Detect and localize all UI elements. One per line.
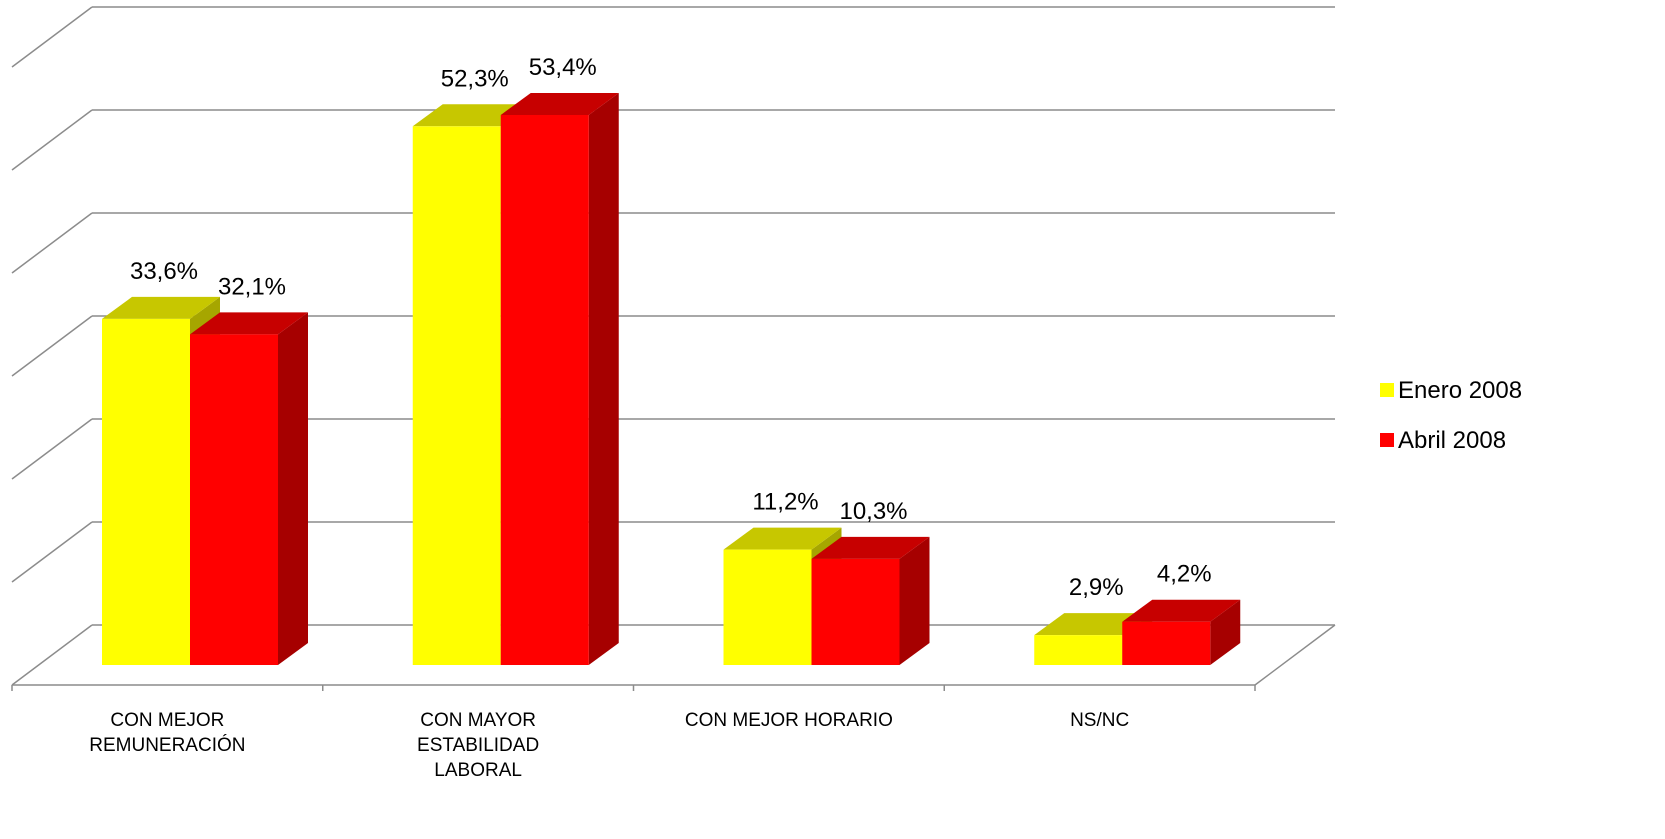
side-grid-line <box>11 624 93 686</box>
value-label: 4,2% <box>1157 561 1212 588</box>
side-grid-line <box>11 6 93 68</box>
floor-right <box>1254 624 1336 686</box>
bar-front <box>412 126 501 665</box>
x-tick-label: NS/NC <box>1070 710 1130 731</box>
bar-side <box>588 92 619 666</box>
side-grid-line <box>11 212 93 274</box>
value-label: 2,9% <box>1069 574 1124 601</box>
bar-top <box>190 312 308 335</box>
bar-top <box>811 536 930 559</box>
value-label: 11,2% <box>752 489 818 516</box>
bar-front <box>190 334 278 665</box>
bar-side <box>899 536 930 665</box>
legend-swatch <box>1380 383 1394 397</box>
bar-top <box>723 527 842 550</box>
bar-front <box>811 558 900 665</box>
bar-front <box>1034 635 1123 665</box>
value-label: 52,3% <box>441 65 509 92</box>
side-grid-line <box>11 418 93 480</box>
bar-front <box>1122 621 1211 665</box>
bar-front <box>723 549 812 665</box>
bar-side <box>278 312 308 665</box>
value-label: 33,6% <box>130 258 198 285</box>
legend-label: Enero 2008 <box>1398 377 1522 404</box>
bar <box>190 312 308 665</box>
value-label: 10,3% <box>839 498 907 525</box>
bar <box>1122 599 1241 665</box>
bar-front <box>500 114 589 666</box>
x-tick-label: CON MEJOR HORARIO <box>684 710 893 731</box>
bar-front <box>102 318 190 665</box>
x-tick-label: CON MEJOR REMUNERACIÓN <box>89 710 246 756</box>
side-grid-line <box>11 521 93 583</box>
bar-top <box>500 92 619 115</box>
bar-side <box>1210 599 1241 665</box>
bar <box>500 92 619 666</box>
x-tick-label: CON MAYOR ESTABILIDAD LABORAL <box>417 710 540 781</box>
bar-top <box>1122 599 1241 622</box>
value-label: 32,1% <box>218 273 286 300</box>
value-label: 53,4% <box>529 54 597 81</box>
legend-label: Abril 2008 <box>1398 427 1506 454</box>
side-grid-line <box>11 315 93 377</box>
bar <box>811 536 930 665</box>
bar-top <box>102 296 220 319</box>
side-grid-line <box>11 109 93 171</box>
legend-swatch <box>1380 433 1394 447</box>
